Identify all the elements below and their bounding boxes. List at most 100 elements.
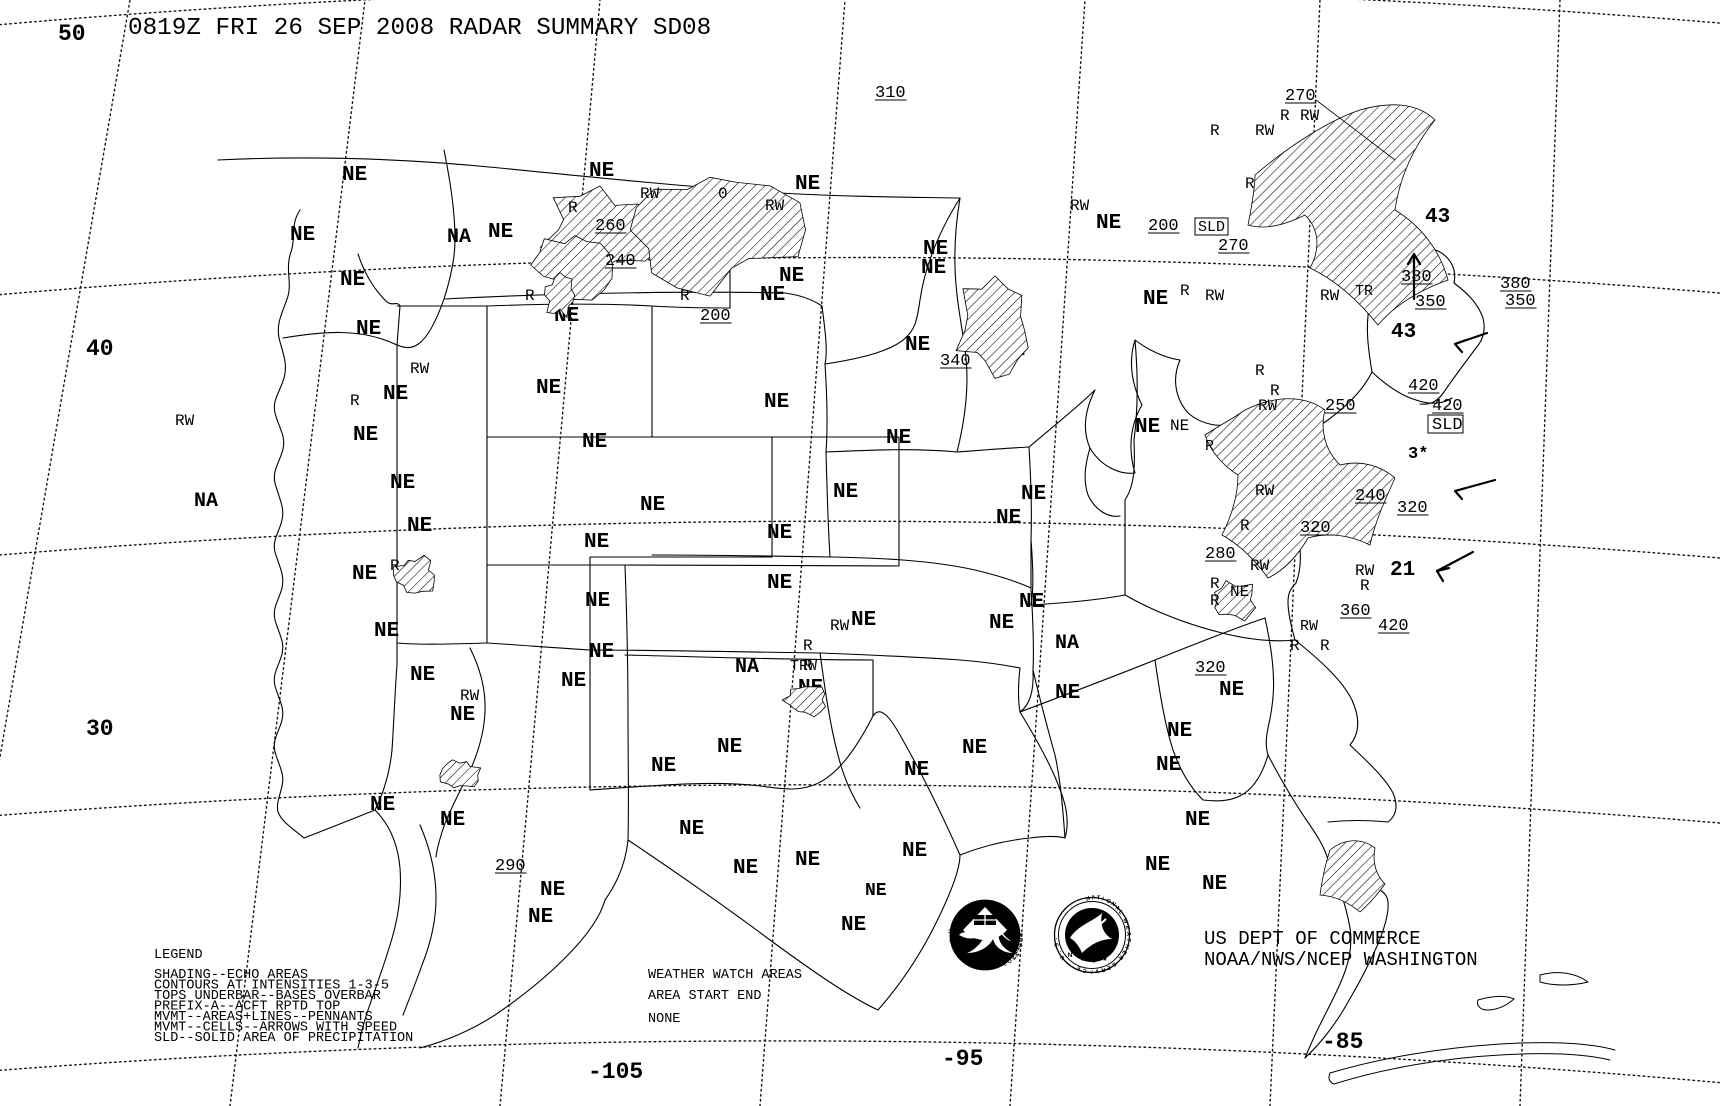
svg-text:A: A (1125, 932, 1131, 936)
svg-text:50: 50 (58, 21, 86, 47)
svg-text:R: R (1101, 966, 1106, 973)
svg-text:3*: 3* (1408, 445, 1428, 464)
svg-text:43: 43 (1425, 206, 1450, 229)
svg-text:NA: NA (1055, 632, 1079, 655)
svg-text:RW: RW (830, 617, 850, 635)
svg-text:NE: NE (528, 906, 553, 929)
svg-text:SLD: SLD (1198, 219, 1225, 236)
svg-text:NE: NE (1145, 854, 1170, 877)
svg-text:NE: NE (410, 664, 435, 687)
svg-text:NE: NE (488, 221, 513, 244)
svg-text:RW: RW (1300, 618, 1318, 635)
svg-text:43: 43 (1391, 321, 1416, 344)
svg-text:TR: TR (1355, 283, 1373, 300)
svg-text:NE: NE (996, 507, 1021, 530)
svg-text:NOAA/NWS/NCEP WASHINGTON: NOAA/NWS/NCEP WASHINGTON (1204, 949, 1478, 971)
svg-text:R: R (1180, 282, 1190, 300)
svg-text:R: R (568, 199, 578, 217)
svg-text:NE: NE (536, 377, 561, 400)
svg-text:RW: RW (1205, 287, 1225, 305)
svg-text:NE: NE (1096, 212, 1121, 235)
svg-text:R: R (1240, 517, 1250, 535)
svg-text:R: R (1320, 637, 1330, 655)
svg-text:NE: NE (584, 531, 609, 554)
svg-text:R: R (1360, 577, 1370, 595)
svg-text:RW: RW (1258, 397, 1278, 415)
svg-text:NE: NE (440, 809, 465, 832)
svg-text:RW: RW (765, 197, 785, 215)
svg-text:0819Z FRI 26 SEP 2008 RADAR SU: 0819Z FRI 26 SEP 2008 RADAR SUMMARY SD08 (128, 15, 711, 42)
svg-text:NE: NE (1185, 809, 1210, 832)
svg-text:R: R (1205, 438, 1214, 455)
svg-text:NE: NE (640, 494, 665, 517)
svg-text:NE: NE (589, 160, 614, 183)
svg-text:NE: NE (651, 755, 676, 778)
svg-text:US DEPT OF COMMERCE: US DEPT OF COMMERCE (1204, 928, 1421, 950)
svg-text:NE: NE (841, 914, 866, 937)
svg-text:NE: NE (589, 641, 614, 664)
svg-text:0: 0 (718, 185, 728, 203)
svg-text:LEGEND: LEGEND (154, 948, 203, 963)
svg-text:NE: NE (582, 431, 607, 454)
svg-text:NE: NE (1021, 483, 1046, 506)
svg-text:NE: NE (374, 620, 399, 643)
svg-text:NE: NE (767, 522, 792, 545)
svg-text:30: 30 (86, 716, 114, 742)
svg-text:V: V (1095, 967, 1099, 973)
svg-text:R: R (1210, 122, 1220, 140)
svg-text:NE: NE (585, 590, 610, 613)
svg-text:RW: RW (1320, 287, 1340, 305)
svg-text:NE: NE (851, 609, 876, 632)
svg-text:AREA START END: AREA START END (648, 989, 761, 1004)
svg-text:NONE: NONE (648, 1012, 680, 1027)
svg-text:NE: NE (962, 737, 987, 760)
svg-text:NE: NE (905, 334, 930, 357)
svg-text:TRW: TRW (790, 658, 817, 675)
svg-text:NE: NE (342, 164, 367, 187)
svg-text:21: 21 (1390, 559, 1415, 582)
svg-text:RW: RW (460, 687, 480, 705)
svg-text:NE: NE (1219, 679, 1244, 702)
svg-text:NE: NE (989, 612, 1014, 635)
svg-text:R: R (680, 287, 690, 305)
svg-text:NE: NE (1156, 754, 1181, 777)
svg-text:NE: NE (290, 224, 315, 247)
svg-text:NA: NA (735, 656, 759, 679)
svg-text:R: R (525, 287, 535, 305)
svg-text:NE: NE (1019, 591, 1044, 614)
svg-text:R: R (1255, 362, 1265, 380)
svg-text:R: R (390, 557, 400, 575)
svg-text:NE: NE (795, 849, 820, 872)
svg-text:NE: NE (370, 794, 395, 817)
svg-text:NE: NE (1170, 417, 1189, 435)
svg-text:NE: NE (390, 472, 415, 495)
svg-text:RW: RW (640, 185, 660, 203)
svg-text:NE: NE (540, 879, 565, 902)
svg-text:-85: -85 (1322, 1029, 1363, 1055)
svg-text:R: R (1210, 575, 1220, 593)
svg-text:NE: NE (902, 840, 927, 863)
svg-text:NE: NE (1202, 873, 1227, 896)
svg-text:40: 40 (86, 336, 114, 362)
svg-text:R: R (1280, 107, 1290, 125)
svg-text:NE: NE (561, 670, 586, 693)
svg-text:RW: RW (1255, 482, 1275, 500)
svg-text:NE: NE (865, 881, 887, 901)
svg-text:-105: -105 (588, 1059, 643, 1085)
svg-text:NE: NE (356, 318, 381, 341)
svg-text:R: R (1210, 592, 1220, 610)
svg-text:RW: RW (1070, 197, 1090, 215)
svg-text:NE: NE (679, 818, 704, 841)
svg-text:N: N (1068, 952, 1073, 959)
svg-text:NE: NE (1055, 682, 1080, 705)
svg-text:-95: -95 (942, 1046, 983, 1072)
svg-text:NE: NE (353, 424, 378, 447)
svg-text:RW: RW (410, 360, 430, 378)
svg-text:NE: NE (795, 173, 820, 196)
svg-text:NE: NE (886, 427, 911, 450)
svg-text:WEATHER WATCH AREAS: WEATHER WATCH AREAS (648, 968, 802, 983)
svg-text:NE: NE (1135, 416, 1160, 439)
svg-text:R: R (1290, 637, 1300, 655)
svg-text:NE: NE (764, 391, 789, 414)
svg-text:NE: NE (450, 704, 475, 727)
